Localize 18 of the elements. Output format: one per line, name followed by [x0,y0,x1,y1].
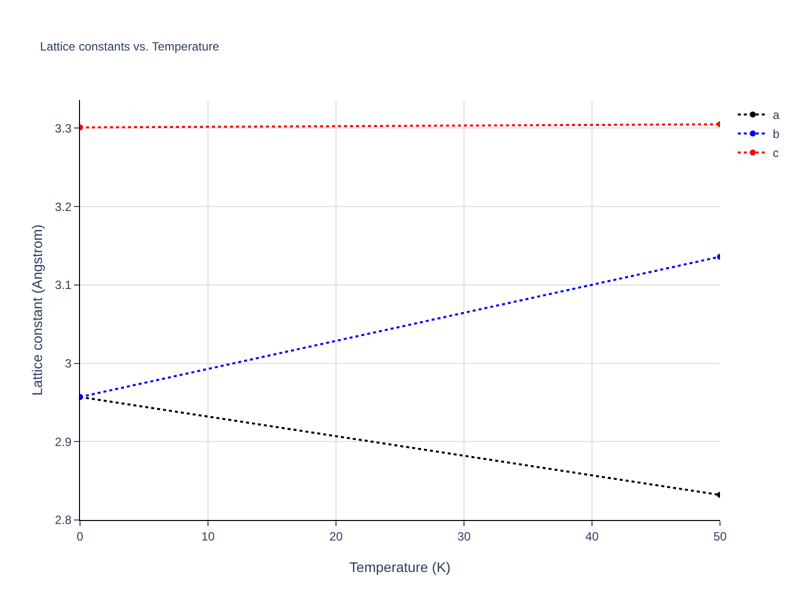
x-axis-title: Temperature (K) [349,559,451,575]
x-tick-label: 20 [329,529,343,544]
legend-label: a [772,108,780,122]
legend-label: c [772,146,779,160]
x-tick-label: 40 [585,529,599,544]
y-tick-label: 3.1 [54,278,72,292]
y-tick-label: 2.8 [54,513,72,528]
x-tick-label: 0 [76,529,84,544]
chart-title: Lattice constants vs. Temperature [40,39,220,54]
x-tick-label: 50 [713,529,727,544]
y-tick-label: 3 [64,356,72,370]
x-tick-label: 30 [457,529,471,544]
y-axis-title: Lattice constant (Angstrom) [29,224,45,396]
x-tick-label: 10 [201,529,215,544]
y-tick-label: 3.3 [54,121,72,136]
y-tick-label: 3.2 [54,200,72,214]
y-tick-label: 2.9 [54,434,72,449]
legend-label: b [772,127,780,142]
